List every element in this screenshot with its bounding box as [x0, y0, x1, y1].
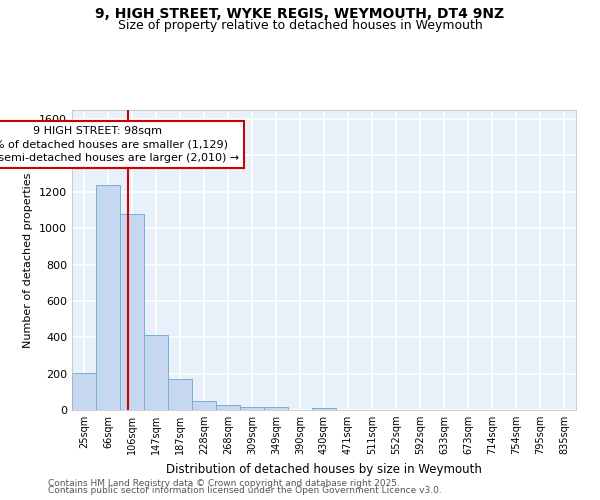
Text: Size of property relative to detached houses in Weymouth: Size of property relative to detached ho…	[118, 18, 482, 32]
Bar	[168, 379, 192, 410]
Bar	[72, 372, 96, 410]
Bar	[96, 186, 120, 410]
Bar	[216, 406, 240, 410]
X-axis label: Distribution of detached houses by size in Weymouth: Distribution of detached houses by size …	[166, 462, 482, 475]
Bar	[312, 408, 336, 410]
Bar	[264, 408, 288, 410]
Bar	[144, 334, 168, 410]
Text: 9, HIGH STREET, WYKE REGIS, WEYMOUTH, DT4 9NZ: 9, HIGH STREET, WYKE REGIS, WEYMOUTH, DT…	[95, 8, 505, 22]
Text: 9 HIGH STREET: 98sqm
← 36% of detached houses are smaller (1,129)
63% of semi-de: 9 HIGH STREET: 98sqm ← 36% of detached h…	[0, 126, 239, 163]
Bar	[192, 402, 216, 410]
Bar	[240, 408, 264, 410]
Text: Contains public sector information licensed under the Open Government Licence v3: Contains public sector information licen…	[48, 486, 442, 495]
Bar	[120, 214, 144, 410]
Y-axis label: Number of detached properties: Number of detached properties	[23, 172, 34, 348]
Text: Contains HM Land Registry data © Crown copyright and database right 2025.: Contains HM Land Registry data © Crown c…	[48, 478, 400, 488]
